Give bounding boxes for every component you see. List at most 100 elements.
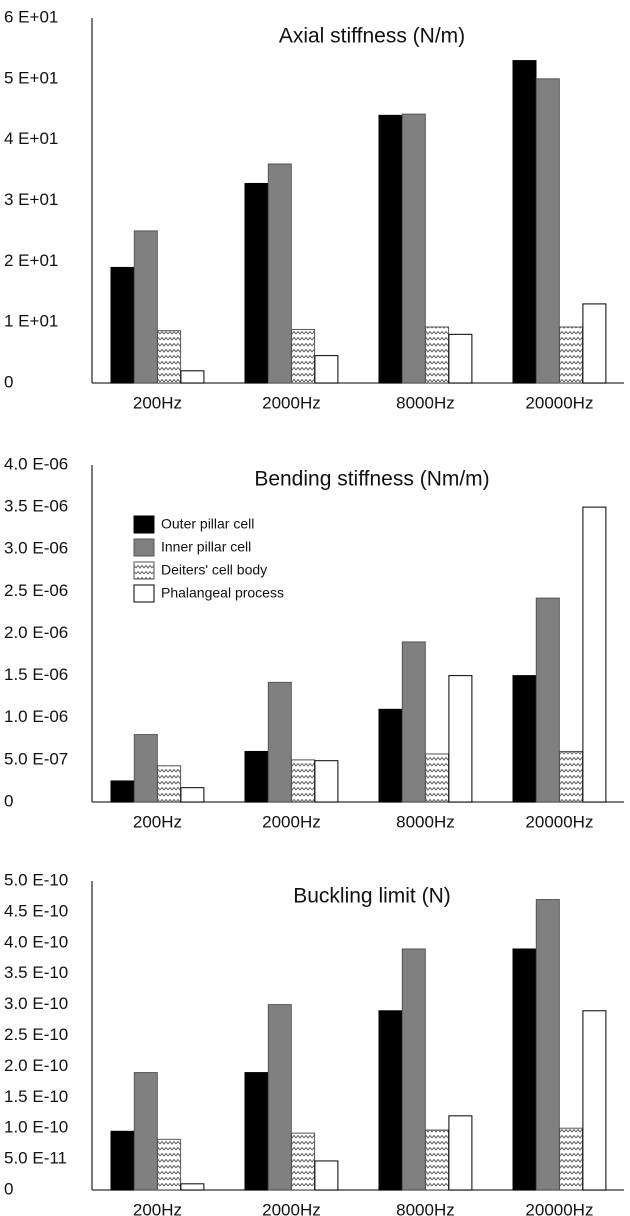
- y-tick-label: 1.5 E-06: [4, 665, 68, 684]
- y-tick-label: 2 E+01: [4, 251, 58, 270]
- bar-1-200Hz: [110, 1130, 135, 1191]
- x-tick-label: 2000Hz: [262, 393, 321, 412]
- y-tick-label: 3.0 E-06: [4, 539, 68, 558]
- bar-1-8000Hz: [378, 1010, 403, 1191]
- y-tick-label: 1.5 E-10: [4, 1087, 68, 1106]
- bar-1-2000Hz: [244, 750, 269, 803]
- y-tick-label: 5.0 E-07: [4, 749, 68, 768]
- y-tick-label: 0: [4, 791, 13, 810]
- bar-3-20000Hz: [559, 750, 584, 803]
- y-tick-label: 4.5 E-10: [4, 901, 68, 920]
- bar-3-2000Hz: [291, 759, 316, 803]
- bar-3-2000Hz: [291, 328, 316, 384]
- y-tick-label: 4 E+01: [4, 129, 58, 148]
- bar-3-200Hz: [157, 765, 182, 803]
- bar-4-8000Hz: [448, 333, 473, 384]
- y-tick-label: 0: [4, 372, 13, 391]
- bar-4-20000Hz: [582, 506, 607, 803]
- bar-4-8000Hz: [448, 1115, 473, 1191]
- bar-4-20000Hz: [582, 303, 607, 384]
- legend-swatch: [133, 561, 155, 580]
- bar-4-20000Hz: [582, 1010, 607, 1191]
- chart-panel-2: Bending stiffness (Nm/m) 0 5.0 E-07 1.0 E-0…: [4, 454, 624, 831]
- y-tick-label: 4.0 E-06: [4, 454, 68, 473]
- bar-3-2000Hz: [291, 1132, 316, 1191]
- bar-1-20000Hz: [512, 948, 537, 1191]
- bar-1-20000Hz: [512, 60, 537, 384]
- bar-4-200Hz: [180, 370, 205, 384]
- bar-4-2000Hz: [314, 1160, 339, 1191]
- bar-3-20000Hz: [559, 326, 584, 384]
- bar-1-8000Hz: [378, 708, 403, 803]
- legend-swatch: [133, 515, 155, 534]
- y-tick-label: 3.5 E-10: [4, 963, 68, 982]
- bar-3-20000Hz: [559, 1127, 584, 1191]
- y-tick-label: 3.0 E-10: [4, 994, 68, 1013]
- y-tick-label: 1.0 E-06: [4, 707, 68, 726]
- chart-panel-1: Axial stiffness (N/m) 0 1 E+01 2 E+01 3 E+01…: [4, 7, 624, 412]
- bar-3-200Hz: [157, 1138, 182, 1191]
- bar-2-2000Hz: [267, 163, 292, 384]
- legend-swatch: [133, 538, 155, 557]
- y-tick-label: 2.5 E-10: [4, 1025, 68, 1044]
- bar-4-2000Hz: [314, 355, 339, 384]
- bar-1-2000Hz: [244, 1072, 269, 1191]
- bar-3-8000Hz: [425, 753, 450, 803]
- chart-panel-3: Buckling limit (N) 0 5.0 E-11 1.0 E-10 1.5 E…: [4, 870, 624, 1216]
- bar-2-20000Hz: [535, 597, 560, 803]
- bar-1-200Hz: [110, 780, 135, 803]
- bar-2-20000Hz: [535, 78, 560, 384]
- bar-1-200Hz: [110, 266, 135, 384]
- bar-3-8000Hz: [425, 1129, 450, 1191]
- bar-2-2000Hz: [267, 681, 292, 803]
- legend-label: Phalangeal process: [161, 585, 284, 601]
- chart-title: Bending stiffness (Nm/m): [254, 467, 489, 490]
- x-tick-label: 2000Hz: [262, 1200, 321, 1216]
- bar-2-200Hz: [133, 230, 158, 384]
- bar-2-200Hz: [133, 1072, 158, 1191]
- legend-label: Outer pillar cell: [161, 516, 254, 532]
- bar-4-2000Hz: [314, 760, 339, 803]
- y-tick-label: 0: [4, 1179, 13, 1198]
- bar-3-8000Hz: [425, 326, 450, 384]
- x-tick-label: 8000Hz: [396, 393, 455, 412]
- x-tick-label: 2000Hz: [262, 812, 321, 831]
- bar-2-8000Hz: [401, 113, 426, 384]
- y-tick-label: 1.0 E-10: [4, 1118, 68, 1137]
- y-tick-label: 5.0 E-11: [4, 1149, 67, 1168]
- x-tick-label: 20000Hz: [525, 812, 593, 831]
- y-tick-label: 5 E+01: [4, 68, 58, 87]
- bar-2-200Hz: [133, 734, 158, 803]
- x-tick-label: 200Hz: [133, 812, 182, 831]
- bar-2-8000Hz: [401, 948, 426, 1191]
- legend-label: Deiters' cell body: [161, 562, 267, 578]
- chart-title: Axial stiffness (N/m): [279, 24, 465, 47]
- y-tick-label: 5.0 E-10: [4, 870, 68, 889]
- y-tick-label: 2.0 E-06: [4, 623, 68, 642]
- bar-1-20000Hz: [512, 675, 537, 803]
- bar-1-2000Hz: [244, 182, 269, 384]
- bar-4-200Hz: [180, 1183, 205, 1191]
- bar-3-200Hz: [157, 330, 182, 384]
- y-tick-label: 6 E+01: [4, 7, 58, 26]
- y-tick-label: 2.0 E-10: [4, 1056, 68, 1075]
- bar-1-8000Hz: [378, 114, 403, 384]
- x-tick-label: 8000Hz: [396, 1200, 455, 1216]
- y-tick-label: 3.5 E-06: [4, 497, 68, 516]
- y-tick-label: 3 E+01: [4, 190, 58, 209]
- bar-2-2000Hz: [267, 1004, 292, 1191]
- legend-label: Inner pillar cell: [161, 539, 251, 555]
- bar-4-8000Hz: [448, 675, 473, 803]
- x-tick-label: 200Hz: [133, 393, 182, 412]
- x-tick-label: 200Hz: [133, 1200, 182, 1216]
- x-tick-label: 8000Hz: [396, 812, 455, 831]
- bar-2-20000Hz: [535, 899, 560, 1191]
- bar-2-8000Hz: [401, 641, 426, 803]
- y-tick-label: 4.0 E-10: [4, 932, 68, 951]
- chart-title: Buckling limit (N): [293, 884, 451, 907]
- x-tick-label: 20000Hz: [525, 1200, 593, 1216]
- x-tick-label: 20000Hz: [525, 393, 593, 412]
- legend-swatch: [133, 584, 155, 603]
- bar-4-200Hz: [180, 787, 205, 803]
